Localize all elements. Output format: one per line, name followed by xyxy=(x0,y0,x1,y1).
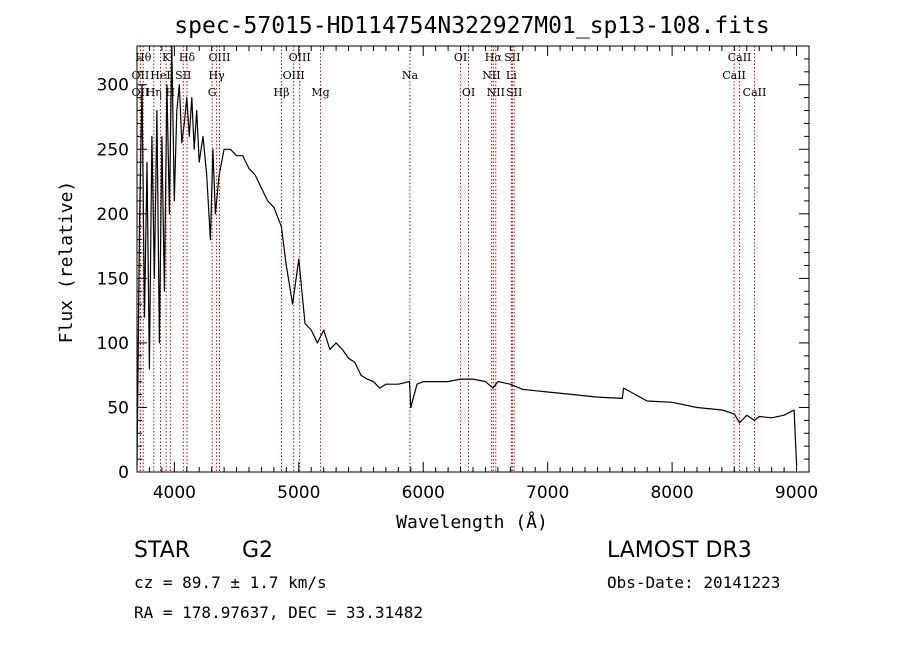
spectral-line-label: OII xyxy=(132,86,150,99)
spectral-line-label: Hβ xyxy=(274,86,290,99)
spectral-line-label: Hη xyxy=(146,86,162,99)
spectral-line-label: CaII xyxy=(722,69,746,82)
spectral-line-label: Mg xyxy=(311,86,329,99)
spectral-line-label: H xyxy=(166,86,176,99)
x-tick-label: 9000 xyxy=(775,483,818,503)
y-axis-label: Flux (relative) xyxy=(56,181,77,344)
spectral-line-label: OI xyxy=(462,86,475,99)
spectral-line-label: OIII xyxy=(283,69,305,82)
spectral-line-label: Hγ xyxy=(209,69,226,82)
x-tick-label: 4000 xyxy=(153,483,196,503)
spectral-line-label: Hα xyxy=(485,51,503,64)
spectral-line-label: Li xyxy=(506,69,517,82)
spectral-line-label: G xyxy=(208,86,217,99)
chart-title: spec-57015-HD114754N322927M01_sp13-108.f… xyxy=(174,13,769,39)
spectral-line-label: K xyxy=(162,51,171,64)
y-tick-label: 50 xyxy=(107,398,129,418)
spectral-line-label: CaII xyxy=(743,86,767,99)
redshift-readout: cz = 89.7 ± 1.7 km/s xyxy=(134,573,327,592)
spectral-line-label: Na xyxy=(402,69,419,82)
observation-date: Obs-Date: 20141223 xyxy=(607,573,781,592)
x-tick-label: 7000 xyxy=(526,483,569,503)
spectral-line-label: OIII xyxy=(289,51,311,64)
spectral-line-label: SII xyxy=(175,69,191,82)
object-subclass: G2 xyxy=(242,538,274,563)
spectrum-line xyxy=(136,45,798,466)
y-tick-label: 150 xyxy=(97,269,129,289)
coordinates: RA = 178.97637, DEC = 33.31482 xyxy=(134,603,423,622)
spectral-line-label: Hθ xyxy=(135,51,152,64)
axes: 4000 5000 6000 7000 8000 9000 0 50 100 150 200 250 3… xyxy=(97,46,818,503)
x-tick-label: 5000 xyxy=(277,483,320,503)
x-tick-label: 6000 xyxy=(402,483,445,503)
y-tick-label: 300 xyxy=(97,76,129,96)
spectral-line-label: CaII xyxy=(728,51,752,64)
spectral-line-label: SII xyxy=(506,86,522,99)
spectral-line-label: Hδ xyxy=(179,51,196,64)
spectral-line-label: SII xyxy=(504,51,520,64)
x-axis-label: Wavelength (Å) xyxy=(396,511,548,533)
y-tick-label: 0 xyxy=(118,463,129,483)
x-tick-label: 8000 xyxy=(650,483,693,503)
survey-name: LAMOST DR3 xyxy=(607,538,752,563)
spectral-line-label: HeI xyxy=(150,69,170,82)
y-tick-label: 100 xyxy=(97,334,129,354)
spectral-line-label: OIII xyxy=(208,51,230,64)
spectrum-series xyxy=(136,45,798,466)
spectral-line-label: OI xyxy=(454,51,467,64)
y-tick-label: 250 xyxy=(97,140,129,160)
spectral-line-label: NII xyxy=(487,86,505,99)
object-class: STAR xyxy=(134,538,191,563)
y-tick-label: 200 xyxy=(97,205,129,225)
spectral-line-label: NII xyxy=(482,69,500,82)
